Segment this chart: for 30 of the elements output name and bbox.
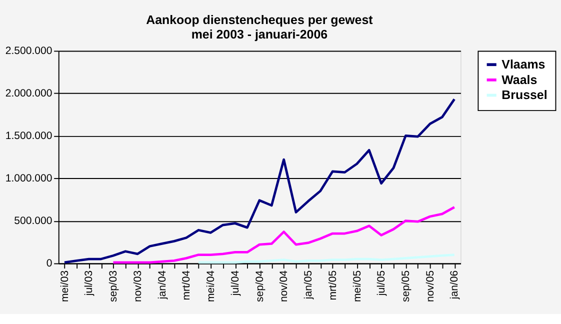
x-tick-label: nov/04 — [278, 270, 290, 302]
x-tick-label: sep/03 — [108, 270, 120, 302]
y-tick-label: 0 — [46, 258, 52, 270]
y-tick-label: 2.500.000 — [5, 45, 52, 58]
x-tick-label: nov/03 — [132, 270, 144, 302]
line-series — [63, 98, 456, 264]
y-tick-label: 1.500.000 — [5, 130, 52, 142]
line-series — [112, 206, 456, 264]
x-tick-label: jul/05 — [376, 270, 388, 297]
x-tick-label: nov/05 — [424, 270, 436, 302]
x-tick-label: sep/04 — [254, 270, 266, 302]
x-tick-label: sep/05 — [400, 270, 412, 302]
y-tick-label: 1.000.000 — [5, 172, 52, 185]
y-tick-label: 500.000 — [14, 215, 52, 228]
legend-label: Vlaams — [502, 57, 546, 72]
x-tick-label: mrt/05 — [326, 270, 339, 300]
x-tick-label: mei/05 — [351, 270, 364, 302]
x-tick-label: jan/06 — [448, 270, 461, 300]
x-tick-label: jul/04 — [229, 270, 242, 297]
x-tick-label: mei/03 — [58, 270, 71, 302]
x-tick-label: jan/05 — [302, 270, 315, 300]
legend-label: Waals — [502, 72, 538, 87]
line-series — [197, 254, 456, 264]
y-tick-label: 2.000.000 — [5, 88, 52, 100]
chart-title: Aankoop dienstencheques per gewest mei 2003 - januari-2006 — [146, 12, 373, 42]
x-tick-label: mei/04 — [205, 270, 218, 302]
x-tick-label: mrt/04 — [180, 270, 193, 300]
x-tick-label: jul/03 — [83, 270, 96, 297]
legend-label: Brussel — [502, 88, 548, 102]
x-tick-label: jan/04 — [156, 270, 168, 300]
